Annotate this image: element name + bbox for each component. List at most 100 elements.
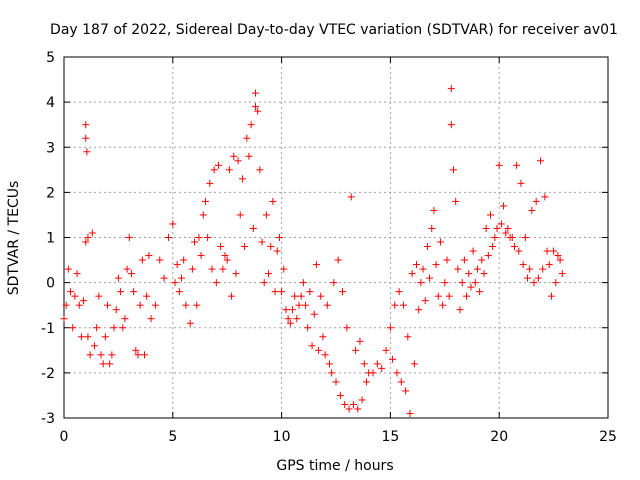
data-point (121, 315, 129, 323)
data-point (445, 292, 453, 300)
data-point (230, 152, 238, 160)
data-point (247, 121, 255, 129)
data-point (119, 324, 127, 332)
data-point (452, 197, 460, 205)
data-point (382, 346, 390, 354)
data-point (212, 279, 220, 287)
data-point (486, 211, 494, 219)
data-point (90, 342, 98, 350)
data-point (280, 265, 288, 273)
data-point (436, 238, 444, 246)
data-point (71, 292, 79, 300)
data-point (399, 301, 407, 309)
data-point (80, 297, 88, 305)
data-point (513, 161, 521, 169)
data-point (321, 351, 329, 359)
data-point (310, 310, 318, 318)
data-point (541, 193, 549, 201)
data-point (232, 270, 240, 278)
data-point (306, 288, 314, 296)
data-point (197, 252, 205, 260)
data-point (278, 288, 286, 296)
data-point (275, 234, 283, 241)
data-point (447, 85, 455, 93)
data-point (521, 234, 529, 241)
data-point (175, 288, 183, 296)
grid (64, 57, 608, 418)
data-point (517, 179, 525, 187)
data-point (134, 351, 142, 359)
data-point (323, 301, 331, 309)
data-point (450, 166, 458, 174)
data-point (539, 265, 547, 273)
data-point (328, 369, 336, 377)
data-point (391, 301, 399, 309)
data-point (117, 288, 125, 296)
data-point (84, 333, 92, 341)
data-point (271, 288, 279, 296)
data-point (402, 387, 410, 395)
data-point (447, 121, 455, 129)
data-point (238, 175, 246, 183)
data-point (439, 301, 447, 309)
y-axis-title: SDTVAR / TECUs (6, 181, 22, 296)
x-tick-labels: 0 5 10 15 20 25 (60, 429, 617, 445)
data-point (143, 292, 151, 300)
data-point (528, 206, 536, 214)
data-point (178, 274, 186, 282)
data-point (265, 270, 273, 278)
data-point (236, 211, 244, 219)
x-tick-label: 25 (599, 429, 617, 445)
y-tick-label: 4 (46, 95, 55, 111)
x-tick-label: 5 (168, 429, 177, 445)
data-point (151, 301, 159, 309)
data-point (312, 261, 320, 269)
data-point (441, 279, 449, 287)
data-point (413, 261, 421, 269)
data-point (86, 351, 94, 359)
data-point (349, 400, 357, 408)
data-point (101, 333, 109, 341)
data-point (125, 234, 133, 241)
data-point (428, 224, 436, 232)
data-point (114, 274, 122, 282)
data-point (62, 301, 70, 309)
data-point (267, 243, 275, 251)
data-point (288, 306, 296, 314)
x-tick-label: 10 (273, 429, 291, 445)
data-point (430, 206, 438, 214)
data-point (123, 265, 131, 273)
data-point (550, 247, 558, 255)
data-point (221, 252, 229, 260)
x-tick-label: 20 (490, 429, 508, 445)
data-point (234, 157, 242, 165)
data-point (463, 292, 471, 300)
data-point (260, 279, 268, 287)
data-point (537, 157, 545, 165)
data-point (395, 288, 403, 296)
data-point (217, 243, 225, 251)
data-point (182, 301, 190, 309)
data-point (241, 243, 249, 251)
data-point (180, 256, 188, 264)
data-point (104, 301, 112, 309)
data-point (469, 247, 477, 255)
data-point (286, 319, 294, 327)
data-point (214, 161, 222, 169)
data-point (343, 324, 351, 332)
data-point (243, 134, 251, 142)
data-point (169, 220, 177, 228)
data-point (256, 166, 264, 174)
data-point (432, 261, 440, 269)
data-point (291, 292, 299, 300)
data-point (325, 360, 333, 368)
data-point (319, 333, 327, 341)
data-point (458, 279, 466, 287)
data-point (515, 247, 523, 255)
data-point (67, 288, 75, 296)
y-tick-label: -3 (41, 411, 55, 427)
data-point (77, 333, 85, 341)
data-point (347, 193, 355, 201)
y-tick-label: 1 (46, 231, 55, 247)
